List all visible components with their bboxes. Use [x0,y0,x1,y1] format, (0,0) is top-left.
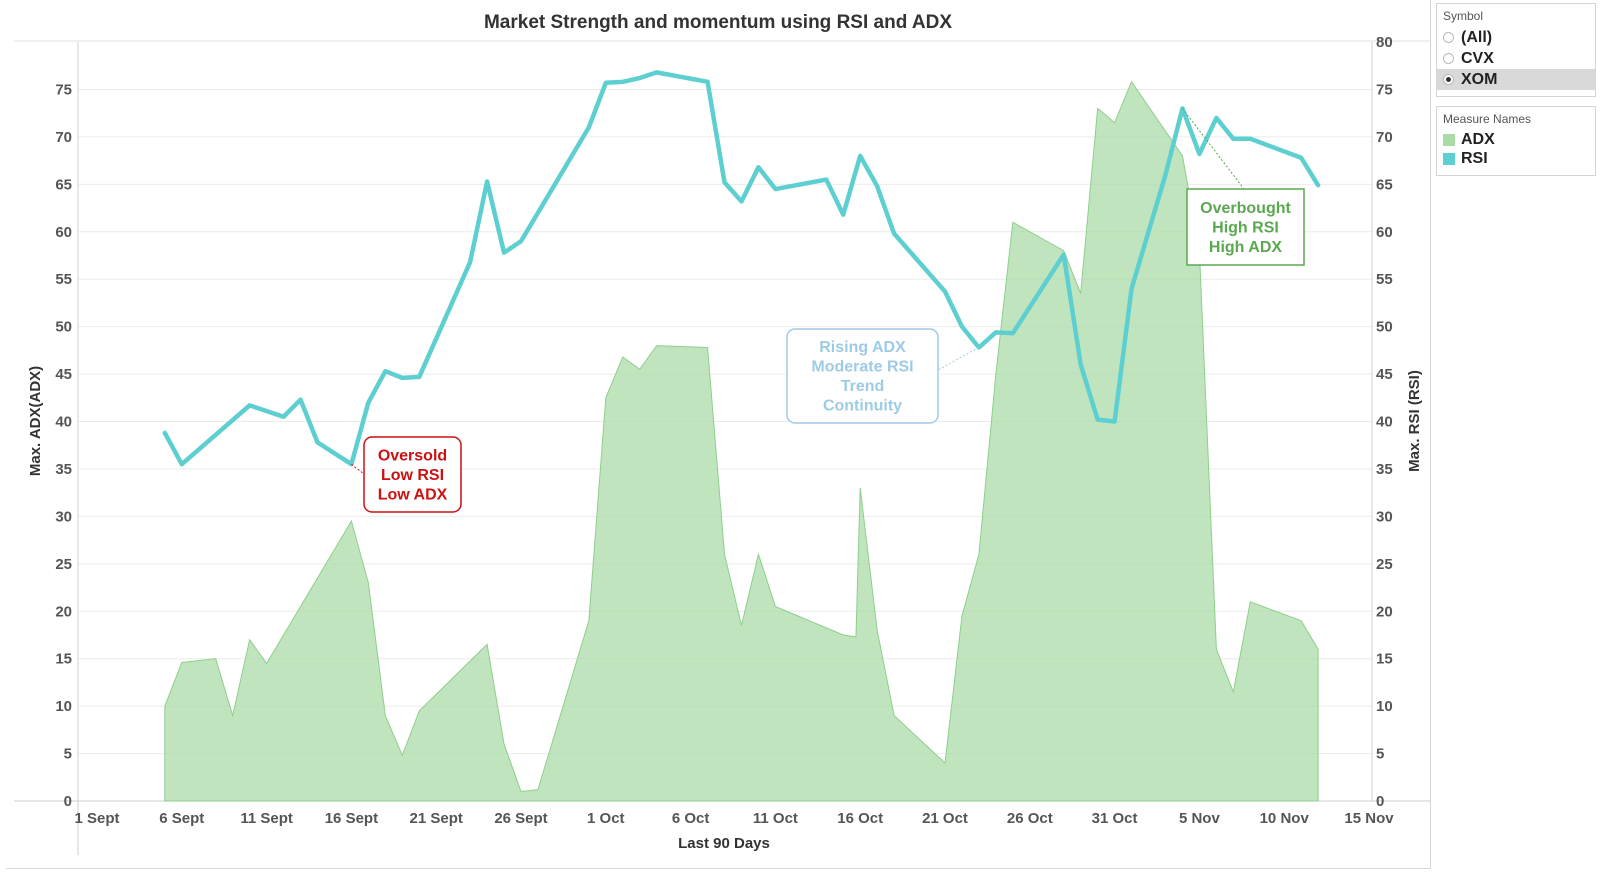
x-tick-label: 21 Sept [410,810,463,827]
y-right-tick-label: 70 [1376,129,1393,146]
x-tick-label: 26 Sept [494,810,547,827]
y-right-tick-label: 20 [1376,603,1393,620]
y-right-tick-label: 65 [1376,176,1393,193]
annotation-box [1186,188,1305,266]
filter-options: (All) CVX XOM [1437,27,1595,90]
y-right-tick-label: 80 [1376,34,1393,51]
y-right-tick-label: 30 [1376,508,1393,525]
x-tick-label: 21 Oct [922,810,968,827]
y-left-axis-title: Max. ADX(ADX) [27,366,44,476]
y-left-tick-label: 25 [55,556,72,573]
annotation-text: Oversold [378,447,447,464]
y-right-tick-label: 10 [1376,698,1393,715]
symbol-filter: Symbol (All) CVX XOM [1436,3,1596,97]
symbol-option-cvx[interactable]: CVX [1437,48,1595,69]
annotation-text: Low RSI [381,467,444,484]
y-left-tick-label: 45 [55,366,72,383]
legend-label: RSI [1461,149,1488,167]
x-tick-label: 15 Nov [1344,810,1394,827]
series-rsi [162,70,1321,467]
annotation-text: Trend [841,378,885,395]
symbol-option-label: (All) [1461,28,1493,46]
x-tick-label: 1 Sept [74,810,119,827]
x-tick-label: 31 Oct [1092,810,1138,827]
chart-title: Market Strength and momentum using RSI a… [484,12,952,33]
annotation-text: High RSI [1212,219,1279,236]
y-left-tick-label: 5 [64,746,72,763]
y-left-tick-label: 15 [55,651,72,668]
annotation-connector [937,347,980,371]
legend-swatch-icon [1443,152,1455,165]
annotation-connector [1182,108,1245,190]
x-axis-title: Last 90 Days [678,835,770,852]
y-right-tick-label: 35 [1376,461,1393,478]
y-left-tick-label: 35 [55,461,72,478]
symbol-option-label: CVX [1461,49,1494,67]
annotation-text: Moderate RSI [811,359,913,376]
x-tick-label: 5 Nov [1179,810,1221,827]
y-left-tick-label: 55 [55,271,72,288]
annotation-text: High ADX [1209,239,1283,256]
legend-swatch-icon [1443,133,1455,146]
y-right-axis-title: Max. RSI (RSI) [1406,370,1423,472]
legend-label: ADX [1461,130,1495,148]
y-left-tick-label: 65 [55,176,72,193]
annotation-text: Continuity [823,398,902,415]
symbol-option-xom[interactable]: XOM [1437,69,1595,90]
y-right-tick-label: 15 [1376,651,1393,668]
y-right-tick-label: 60 [1376,224,1393,241]
y-right-tick-label: 25 [1376,556,1393,573]
chart-svg: Market Strength and momentum using RSI a… [14,12,1430,855]
rsi-line [162,70,1321,467]
radio-button-icon[interactable] [1443,32,1454,43]
y-left-tick-label: 75 [55,81,72,98]
legend-item-rsi[interactable]: RSI [1437,149,1595,168]
series-adx [164,80,1319,802]
annotation-rising: Rising ADX Moderate RSI Trend Continuity [786,328,980,424]
y-left-tick-label: 20 [55,603,72,620]
y-left-tick-label: 40 [55,414,72,431]
y-left-tick-label: 10 [55,698,72,715]
annotation-box [363,436,462,513]
x-tick-label: 1 Oct [587,810,625,827]
radio-button-icon[interactable] [1443,53,1454,64]
y-left-tick-label: 50 [55,319,72,336]
adx-area [164,80,1319,802]
legend-items: ADX RSI [1437,130,1595,168]
x-tick-label: 16 Sept [325,810,378,827]
y-left-tick-label: 30 [55,508,72,525]
y-right-tick-label: 40 [1376,414,1393,431]
y-right-tick-label: 0 [1376,793,1384,810]
y-right-tick-label: 75 [1376,81,1393,98]
x-tick-label: 16 Oct [837,810,883,827]
y-left-tick-label: 70 [55,129,72,146]
annotation-text: Rising ADX [819,339,906,356]
chart-panel: Market Strength and momentum using RSI a… [6,0,1431,869]
annotation-connector [351,463,365,475]
y-right-tick-label: 55 [1376,271,1393,288]
x-tick-label: 11 Oct [753,810,798,827]
x-tick-label: 10 Nov [1260,810,1310,827]
legend-item-adx[interactable]: ADX [1437,130,1595,149]
symbol-option-all[interactable]: (All) [1437,27,1595,48]
radio-button-icon[interactable] [1443,74,1454,85]
y-right-tick-label: 45 [1376,366,1393,383]
symbol-filter-title: Symbol [1443,9,1484,23]
x-tick-label: 26 Oct [1007,810,1053,827]
annotation-overbought: Overbought High RSI High ADX [1182,108,1305,266]
annotation-oversold: Oversold Low RSI Low ADX [351,436,462,513]
x-tick-label: 11 Sept [240,810,293,827]
annotation-text: Overbought [1200,200,1291,217]
x-tick-label: 6 Oct [672,810,710,827]
y-right-tick-label: 50 [1376,319,1393,336]
symbol-option-label: XOM [1461,70,1498,88]
annotation-text: Low ADX [378,486,448,503]
annotation-box [786,328,939,424]
y-left-tick-label: 60 [55,224,72,241]
y-left-tick-label: 0 [64,793,72,810]
measure-legend: Measure Names ADX RSI [1436,106,1596,176]
measure-legend-title: Measure Names [1443,112,1532,126]
x-tick-label: 6 Sept [159,810,204,827]
y-right-tick-label: 5 [1376,746,1384,763]
